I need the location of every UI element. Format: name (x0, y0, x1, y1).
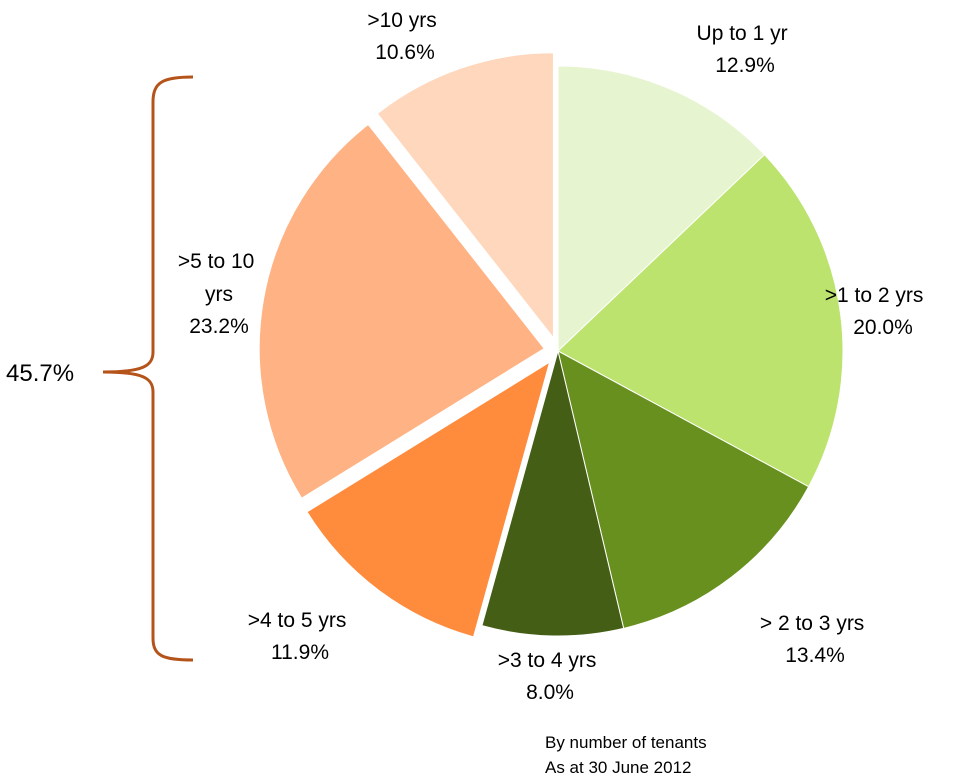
slice-category: >3 to 4 yrs (498, 649, 597, 672)
slice-label-4-to-5-yrs: >4 to 5 yrs 11.9% (248, 609, 352, 664)
pie-slices (258, 52, 844, 638)
pie-slice-5-to-10-yrs (258, 123, 545, 499)
slice-category: >10 yrs (367, 9, 436, 32)
slice-label-2-to-3-yrs: > 2 to 3 yrs 13.4% (760, 612, 870, 667)
slice-label-10-yrs: >10 yrs 10.6% (367, 9, 442, 64)
slice-label-1-to-2-yrs: >1 to 2 yrs 20.0% (825, 284, 929, 339)
slice-value: 8.0% (526, 681, 574, 704)
slice-value: 23.2% (189, 315, 249, 338)
pie-slice-4-to-5-yrs (306, 361, 551, 638)
note-basis: By number of tenants (545, 733, 707, 752)
note-date: As at 30 June 2012 (545, 758, 692, 777)
pie-slice-10-yrs (376, 52, 554, 340)
pie-slice-up-to-1-yr (557, 65, 766, 353)
slice-category-line-2: yrs (205, 283, 233, 306)
pie-slice-2-to-3-yrs (557, 350, 810, 629)
slice-value: 11.9% (271, 641, 329, 664)
slice-value: 20.0% (853, 316, 913, 339)
slice-category: > 2 to 3 yrs (760, 612, 864, 635)
pie-slice-1-to-2-yrs (557, 153, 844, 488)
slice-category: >4 to 5 yrs (248, 609, 347, 632)
slice-label-5-to-10-yrs: >5 to 10 yrs 23.2% (178, 250, 260, 338)
slice-value: 13.4% (785, 644, 845, 667)
slice-label-3-to-4-yrs: >3 to 4 yrs 8.0% (498, 649, 602, 704)
slice-value: 12.9% (715, 54, 775, 77)
slice-category: Up to 1 yr (697, 22, 788, 45)
slice-category: >5 to 10 (178, 250, 254, 273)
slice-category: >1 to 2 yrs (825, 284, 924, 307)
pie-slice-3-to-4-yrs (481, 350, 625, 637)
slice-value: 10.6% (375, 41, 435, 64)
bracket (102, 75, 194, 662)
bracket-label: 45.7% (6, 360, 74, 387)
slice-label-up-to-1-yr: Up to 1 yr 12.9% (697, 22, 794, 77)
